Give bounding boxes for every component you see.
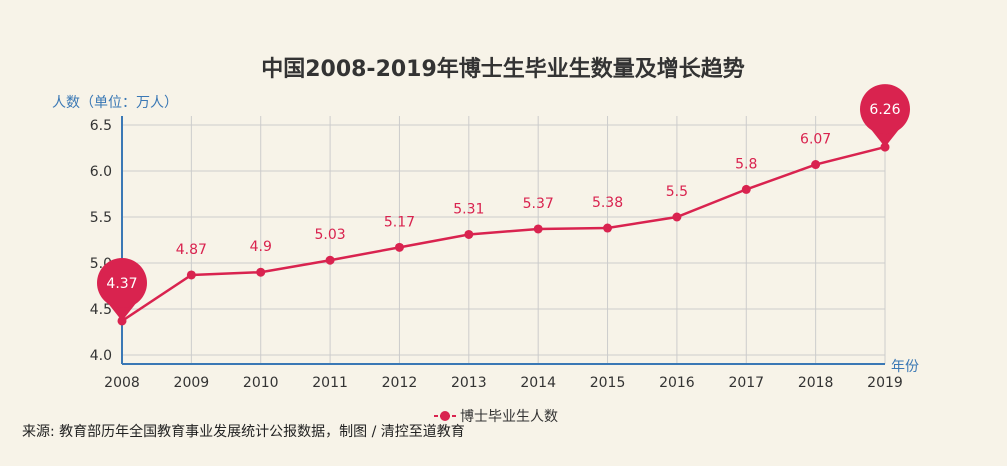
data-label: 5.38 [592, 195, 623, 211]
data-label: 5.5 [666, 184, 688, 200]
data-point [533, 224, 543, 234]
y-tick-label: 5.5 [90, 210, 112, 226]
data-label: 5.17 [384, 214, 415, 230]
legend-label: 博士毕业生人数 [460, 408, 558, 425]
x-tick-label: 2012 [382, 375, 418, 391]
y-tick-label: 6.0 [90, 164, 112, 180]
source-note: 来源: 教育部历年全国教育事业发展统计公报数据，制图 / 清控至道教育 [22, 424, 465, 440]
x-axis-label: 年份 [891, 359, 919, 375]
chart-title: 中国2008-2019年博士生毕业生数量及增长趋势 [261, 56, 745, 82]
x-tick-label: 2018 [798, 375, 834, 391]
data-point [741, 184, 751, 194]
data-label: 5.8 [735, 156, 757, 172]
data-point [603, 223, 613, 233]
data-point [464, 229, 474, 239]
x-tick-label: 2013 [451, 375, 487, 391]
data-point [811, 160, 821, 170]
data-label: 4.37 [106, 276, 137, 292]
data-point [325, 255, 335, 265]
x-tick-label: 2014 [520, 375, 556, 391]
data-labels: 4.37 4.87 4.9 5.03 5.17 5.31 5.37 5.38 5.5 5.8 6.0… [97, 84, 910, 321]
x-tick-label: 2010 [243, 375, 279, 391]
data-label: 4.87 [176, 242, 207, 258]
data-point [256, 267, 266, 277]
data-label: 5.31 [453, 201, 484, 217]
x-tick-label: 2011 [312, 375, 348, 391]
data-label: 6.26 [869, 102, 900, 118]
x-tick-label: 2009 [174, 375, 210, 391]
data-label: 4.9 [250, 239, 272, 255]
data-point [672, 212, 682, 222]
y-tick-label: 6.5 [90, 118, 112, 134]
series-line [121, 145, 886, 323]
data-point [394, 242, 404, 252]
data-point [186, 270, 196, 280]
x-tick-label: 2019 [867, 375, 903, 391]
x-tick-label: 2016 [659, 375, 695, 391]
x-tick-label: 2015 [590, 375, 626, 391]
data-label: 5.37 [523, 196, 554, 212]
pin-marker [860, 84, 910, 135]
data-label: 5.03 [315, 227, 346, 243]
y-tick-label: 4.0 [90, 348, 112, 364]
x-tick-label: 2008 [104, 375, 140, 391]
legend[interactable]: 博士毕业生人数 [434, 408, 558, 425]
grid [121, 116, 886, 364]
series-layer [117, 142, 890, 326]
pin-marker [97, 257, 147, 308]
y-axis-label: 人数（单位：万人） [52, 95, 178, 111]
legend-marker [440, 411, 450, 421]
y-tick-label: 4.5 [90, 302, 112, 318]
data-label: 6.07 [800, 132, 831, 148]
x-tick-label: 2017 [728, 375, 764, 391]
